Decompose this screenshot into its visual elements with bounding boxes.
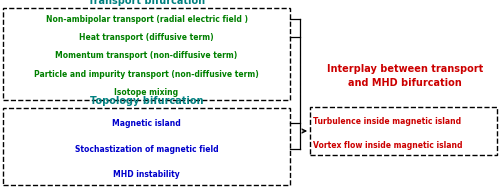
Text: Heat transport (diffusive term): Heat transport (diffusive term) bbox=[79, 33, 214, 42]
Text: Particle and impurity transport (non-diffusive term): Particle and impurity transport (non-dif… bbox=[34, 70, 259, 79]
Text: Non-ambipolar transport (radial electric field ): Non-ambipolar transport (radial electric… bbox=[46, 15, 248, 23]
Text: Isotope mixing: Isotope mixing bbox=[114, 88, 178, 97]
Text: Magnetic island: Magnetic island bbox=[112, 119, 181, 128]
Text: Topology bifurcation: Topology bifurcation bbox=[90, 96, 203, 106]
Text: Stochastization of magnetic field: Stochastization of magnetic field bbox=[74, 145, 219, 154]
Text: Interplay between transport
and MHD bifurcation: Interplay between transport and MHD bifu… bbox=[327, 64, 483, 88]
Text: Transport bifurcation: Transport bifurcation bbox=[88, 0, 205, 6]
Text: Turbulence inside magnetic island: Turbulence inside magnetic island bbox=[313, 117, 461, 126]
Text: Vortex flow inside magnetic island: Vortex flow inside magnetic island bbox=[313, 141, 462, 150]
Text: Momentum transport (non-diffusive term): Momentum transport (non-diffusive term) bbox=[56, 51, 238, 60]
Text: MHD instability: MHD instability bbox=[113, 170, 180, 179]
